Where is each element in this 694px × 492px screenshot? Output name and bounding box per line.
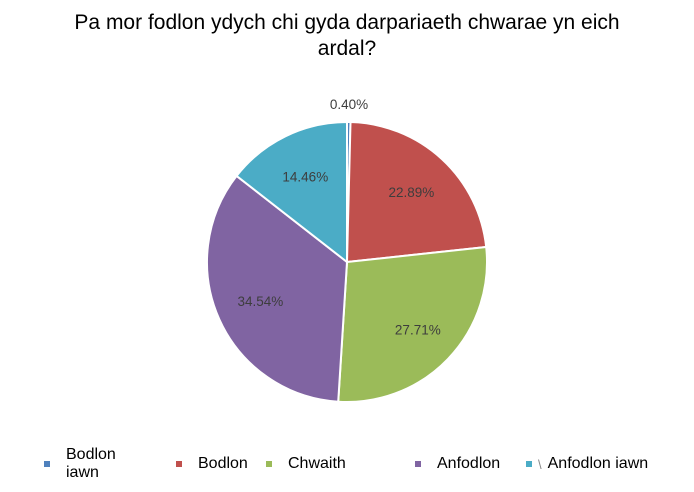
- legend-item-bodlon-iawn: Bodlon iawn: [44, 446, 136, 482]
- data-label-bodlon-iawn: 0.40%: [330, 97, 368, 112]
- pie-slice-chwaith: [337, 245, 488, 403]
- legend-label: Anfodlon iawn: [547, 455, 649, 472]
- data-label-chwaith: 27.71%: [395, 323, 441, 338]
- leader-line-glyph: \: [538, 456, 542, 472]
- data-label-anfodlon: 34.54%: [237, 294, 283, 309]
- legend-label: Bodlon: [198, 455, 248, 472]
- legend-swatch: [415, 461, 421, 467]
- data-label-bodlon: 22.89%: [388, 185, 434, 200]
- legend-label: Anfodlon: [437, 455, 501, 472]
- legend-label: Chwaith: [288, 455, 346, 472]
- legend-item-anfodlon-iawn: \ Anfodlon iawn: [526, 455, 648, 473]
- legend: Bodlon iawn Bodlon Chwaith Anfodlon \ An…: [0, 444, 694, 488]
- legend-swatch: [176, 461, 182, 467]
- legend-label: Bodlon iawn: [66, 446, 116, 481]
- pie-slice-anfodlon: [206, 174, 349, 403]
- legend-swatch: [526, 461, 532, 467]
- pie-slice-anfodlon-iawn: [235, 120, 348, 265]
- chart-title: Pa mor fodlon ydych chi gyda darpariaeth…: [74, 11, 620, 60]
- legend-swatch: [266, 461, 272, 467]
- pie-slice-bodlon: [345, 121, 488, 264]
- legend-item-anfodlon: Anfodlon: [415, 455, 500, 473]
- legend-swatch: [44, 461, 50, 467]
- legend-item-bodlon: Bodlon: [176, 455, 248, 473]
- legend-item-chwaith: Chwaith: [266, 455, 346, 473]
- data-label-anfodlon-iawn: 14.46%: [282, 170, 328, 185]
